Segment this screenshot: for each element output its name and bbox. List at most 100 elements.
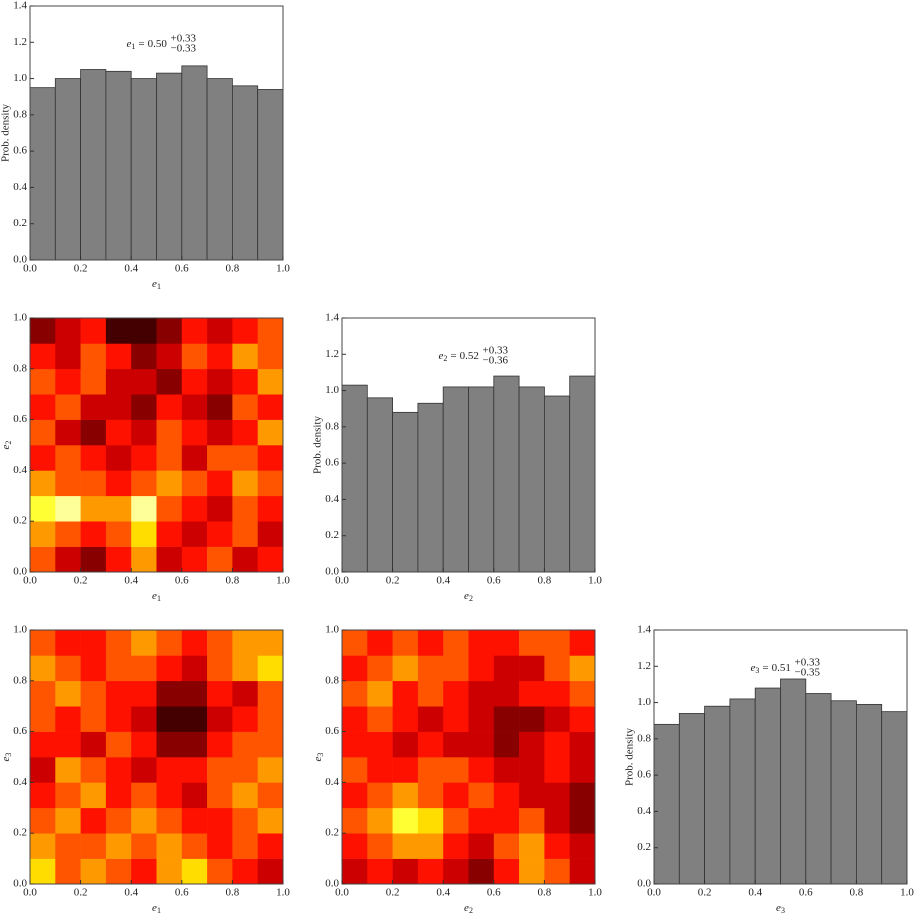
heat-cell [493,833,520,859]
heat-cell [342,833,368,859]
heat-cell [80,394,107,420]
heat-cell [468,782,495,809]
heat-cell [367,807,393,834]
x-axis-label-variable: e [152,278,157,290]
heat-cell [257,655,284,682]
heat-cell [232,858,258,885]
y-tick-label: 0.2 [637,841,651,853]
x-axis-label-index: 1 [157,282,161,291]
x-tick-label: 0.8 [226,575,240,587]
x-tick-label: 0.2 [386,887,400,899]
heat-cell [443,807,469,834]
heat-cell [392,680,419,707]
x-tick-label: 0.2 [74,887,88,899]
heat-cell [367,757,393,783]
bar [856,703,883,885]
x-axis-label-variable: e [776,902,781,914]
x-tick-label: 0.4 [124,887,138,899]
heat-cell [156,655,183,682]
heat-cell [131,833,157,859]
bar [105,70,132,261]
y-tick-label: 0.8 [637,732,651,744]
heat-cell [131,495,157,522]
heat-cell [232,807,258,834]
heat-cell [55,546,81,573]
heat-cell [257,343,284,370]
heat-cell [181,318,208,344]
bar [54,78,81,261]
heat-cell [417,807,444,834]
y-tick-label: 0.4 [325,776,339,788]
y-tick-label: 0.6 [13,725,27,737]
heat-cell [105,495,132,522]
heat-cell [131,470,157,497]
heat-cell [30,495,56,522]
heat-cell [232,521,258,547]
x-tick-label: 0.6 [175,887,189,899]
heat-cell [30,782,56,809]
heat-cell [181,521,208,547]
heat-cell [131,419,157,446]
bar [544,395,571,573]
heat-cell [519,782,545,809]
heat-cell [232,655,258,682]
heat-cell [80,318,107,344]
heat-cell [392,757,419,783]
heat-cell [55,757,81,783]
heat-cell [544,757,570,783]
heat-cell [367,731,393,758]
x-axis-label-index: 2 [469,906,473,915]
heat-cell [468,630,495,656]
heat-cell [80,706,107,732]
heat-cell [156,394,183,420]
heat-cell [257,858,284,885]
y-tick-label: 0.6 [637,769,651,781]
x-axis-label-index: 2 [469,594,473,603]
heat-cell [156,521,183,547]
heat-cell [105,546,132,573]
heat-cell [443,680,469,707]
y-tick-label: 0.8 [325,674,339,686]
heat-cell [569,757,596,783]
heat-cell [80,807,107,834]
y-tick-label: 0.2 [325,529,339,541]
y-axis-label: Prob. density [0,103,12,162]
heat-cell [30,731,56,758]
heat-cell [131,858,157,885]
y-tick-label: 0.2 [325,827,339,839]
heat-cell [55,445,81,471]
heat-cell [55,680,81,707]
heat-cell [55,368,81,395]
annotation: e2 = 0.52 [439,350,479,363]
heat-cell [342,680,368,707]
x-axis-label-variable: e [152,590,157,602]
heat-cell [105,858,132,885]
heat-cell [181,757,208,783]
heat-cell [443,757,469,783]
heat-cell [105,343,132,370]
bar [130,78,157,261]
y-tick-label: 0.6 [325,725,339,737]
heat-cell [105,680,132,707]
annotation-value: 0.51 [772,662,791,674]
heat-cell [468,680,495,707]
heat-cell [207,630,233,656]
heat-cell [232,445,258,471]
heat-cell [257,680,284,707]
heat-cell [232,495,258,522]
panel: e20.0 0.2 0.4 0.6 0.8 1.00.00.20.40.60.81.0e1 [0,312,290,603]
annotation: e3 = 0.51 [751,662,791,675]
heat-cell [55,630,81,656]
heat-cell [80,470,107,497]
bar [754,687,781,885]
heat-cell [257,630,284,656]
bar [341,384,368,573]
heat-cell [207,858,233,885]
heat-cell [80,782,107,809]
heat-cell [417,833,444,859]
heat-cell [468,858,495,885]
heat-cell [519,858,545,885]
heat-cell [544,858,570,885]
